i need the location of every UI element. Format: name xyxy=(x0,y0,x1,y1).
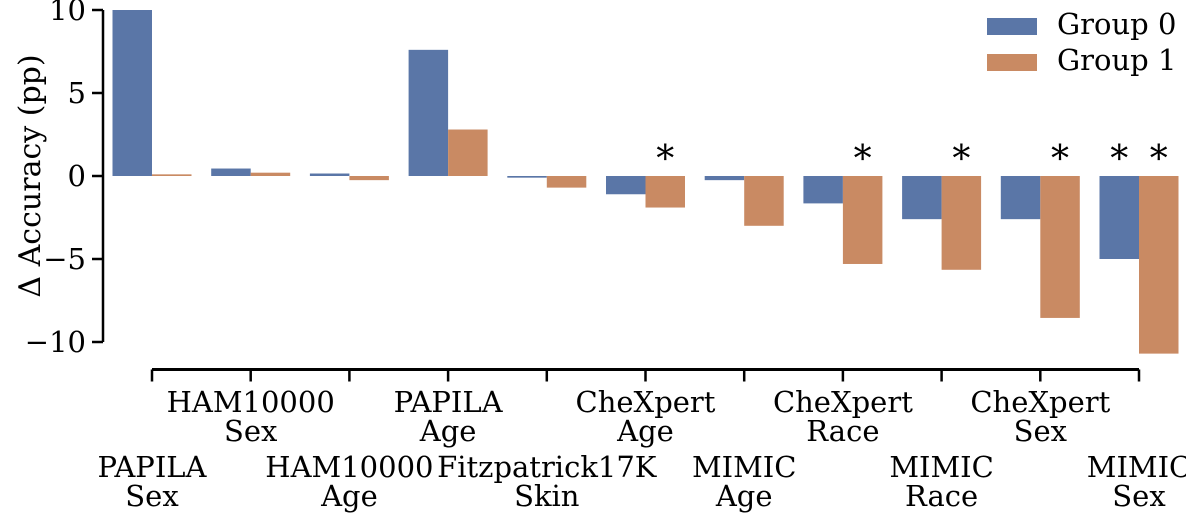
x-label-papila-sex: Sex xyxy=(125,479,178,513)
x-label-fitzpatrick17k-skin: Skin xyxy=(514,479,579,513)
legend-swatch-group-0 xyxy=(987,18,1037,35)
x-label-chexpert-race: Race xyxy=(806,414,879,448)
bar-group-1-chexpert-race xyxy=(842,176,883,264)
y-axis-label: Δ Accuracy (pp) xyxy=(13,54,48,297)
bar-group-1-ham10000-sex xyxy=(250,172,291,176)
x-label-ham10000-sex: HAM10000 xyxy=(167,385,335,419)
bar-group-0-chexpert-sex xyxy=(1000,176,1041,220)
legend-swatch-group-1 xyxy=(987,54,1037,71)
significance-star-group-1-chexpert-sex: * xyxy=(1051,139,1069,180)
bar-group-1-chexpert-sex xyxy=(1040,176,1080,318)
x-label-fitzpatrick17k-skin: Fitzpatrick17K xyxy=(437,450,658,484)
x-label-mimic-race: MIMIC xyxy=(889,450,994,484)
bar-group-1-fitzpatrick17k-skin xyxy=(546,176,587,188)
x-label-mimic-race: Race xyxy=(905,479,978,513)
x-label-chexpert-race: CheXpert xyxy=(773,385,913,419)
x-label-chexpert-age: CheXpert xyxy=(576,385,716,419)
significance-star-group-1-mimic-sex: * xyxy=(1150,139,1168,180)
bar-group-0-ham10000-sex xyxy=(211,168,251,176)
x-label-chexpert-sex: CheXpert xyxy=(970,385,1110,419)
bar-group-1-mimic-sex xyxy=(1139,176,1179,354)
x-label-papila-age: PAPILA xyxy=(394,385,504,419)
x-label-mimic-age: Age xyxy=(715,479,773,513)
bar-group-0-chexpert-race xyxy=(803,176,843,204)
bar-group-1-mimic-race xyxy=(941,176,982,270)
bar-group-1-ham10000-age xyxy=(349,176,389,181)
bar-group-0-mimic-sex xyxy=(1099,176,1139,259)
significance-star-group-1-chexpert-age: * xyxy=(656,139,674,180)
x-label-mimic-sex: Sex xyxy=(1112,479,1165,513)
legend-label-group-0: Group 0 xyxy=(1057,7,1176,41)
bar-group-0-papila-age xyxy=(408,49,449,177)
y-tick-label: 10 xyxy=(49,0,86,27)
x-label-ham10000-age: Age xyxy=(320,479,378,513)
bar-group-1-mimic-age xyxy=(744,176,784,226)
y-tick-label: −10 xyxy=(25,325,86,359)
significance-star-group-0-mimic-sex: * xyxy=(1110,139,1128,180)
x-label-chexpert-sex: Sex xyxy=(1014,414,1067,448)
bar-group-0-chexpert-age xyxy=(606,176,646,195)
legend-label-group-1: Group 1 xyxy=(1057,43,1176,77)
bar-group-0-fitzpatrick17k-skin xyxy=(507,176,547,178)
bar-group-0-mimic-race xyxy=(902,176,942,220)
bar-group-1-papila-sex xyxy=(152,174,192,176)
y-tick-label: −5 xyxy=(43,242,86,276)
y-tick-label: 0 xyxy=(68,159,86,193)
significance-star-group-1-mimic-race: * xyxy=(952,139,970,180)
significance-star-group-1-chexpert-race: * xyxy=(854,139,872,180)
bar-group-0-papila-sex xyxy=(112,10,152,176)
bar-group-0-mimic-age xyxy=(704,176,745,181)
x-label-ham10000-sex: Sex xyxy=(224,414,277,448)
x-label-papila-sex: PAPILA xyxy=(98,450,208,484)
bar-group-1-chexpert-age xyxy=(645,176,685,208)
bar-group-0-ham10000-age xyxy=(309,173,350,176)
x-label-mimic-sex: MIMIC xyxy=(1087,450,1186,484)
x-label-ham10000-age: HAM10000 xyxy=(265,450,433,484)
x-label-chexpert-age: Age xyxy=(616,414,674,448)
y-tick-label: 5 xyxy=(68,76,86,110)
bar-group-1-papila-age xyxy=(448,129,488,176)
x-label-papila-age: Age xyxy=(419,414,477,448)
x-label-mimic-age: MIMIC xyxy=(692,450,797,484)
